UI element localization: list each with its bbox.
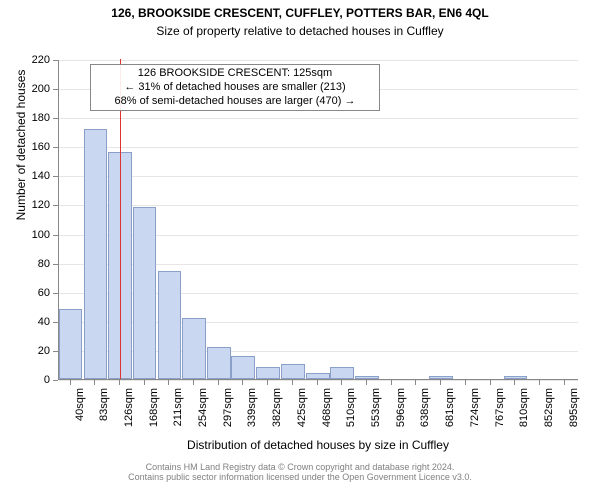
x-tick-mark: [193, 380, 194, 385]
y-tick-label: 0: [0, 374, 50, 386]
x-tick-label: 553sqm: [370, 388, 382, 438]
x-tick-label: 382sqm: [271, 388, 283, 438]
y-tick-mark: [53, 118, 58, 119]
histogram-bar: [281, 364, 305, 379]
histogram-bar: [306, 373, 330, 379]
y-tick-label: 140: [0, 170, 50, 182]
x-tick-label: 211sqm: [172, 388, 184, 438]
x-tick-label: 83sqm: [98, 388, 110, 438]
x-tick-mark: [564, 380, 565, 385]
x-tick-label: 468sqm: [321, 388, 333, 438]
x-tick-label: 297sqm: [222, 388, 234, 438]
x-tick-label: 425sqm: [296, 388, 308, 438]
gridline: [59, 147, 578, 148]
x-tick-label: 339sqm: [246, 388, 258, 438]
x-tick-label: 254sqm: [197, 388, 209, 438]
y-tick-label: 220: [0, 54, 50, 66]
y-tick-label: 180: [0, 112, 50, 124]
x-tick-mark: [391, 380, 392, 385]
y-tick-label: 80: [0, 258, 50, 270]
y-tick-mark: [53, 89, 58, 90]
x-tick-label: 681sqm: [444, 388, 456, 438]
x-tick-mark: [415, 380, 416, 385]
x-tick-label: 510sqm: [345, 388, 357, 438]
x-tick-mark: [366, 380, 367, 385]
histogram-bar: [182, 318, 206, 379]
x-tick-label: 40sqm: [74, 388, 86, 438]
x-tick-label: 126sqm: [123, 388, 135, 438]
x-tick-mark: [70, 380, 71, 385]
x-tick-mark: [539, 380, 540, 385]
y-tick-label: 20: [0, 345, 50, 357]
x-tick-mark: [490, 380, 491, 385]
gridline: [59, 380, 578, 381]
x-tick-mark: [514, 380, 515, 385]
x-tick-mark: [144, 380, 145, 385]
y-tick-mark: [53, 60, 58, 61]
histogram-bar: [355, 376, 379, 379]
y-tick-label: 120: [0, 199, 50, 211]
y-tick-label: 60: [0, 287, 50, 299]
x-tick-label: 596sqm: [395, 388, 407, 438]
y-tick-label: 40: [0, 316, 50, 328]
histogram-bar: [231, 356, 255, 379]
x-tick-mark: [94, 380, 95, 385]
annotation-box: 126 BROOKSIDE CRESCENT: 125sqm ← 31% of …: [90, 64, 380, 111]
y-tick-mark: [53, 351, 58, 352]
histogram-bar: [84, 129, 108, 379]
y-tick-mark: [53, 147, 58, 148]
y-tick-mark: [53, 235, 58, 236]
x-tick-mark: [440, 380, 441, 385]
x-tick-label: 168sqm: [148, 388, 160, 438]
y-tick-mark: [53, 176, 58, 177]
y-tick-mark: [53, 322, 58, 323]
y-tick-mark: [53, 205, 58, 206]
x-tick-label: 895sqm: [568, 388, 580, 438]
x-tick-label: 852sqm: [543, 388, 555, 438]
gridline: [59, 205, 578, 206]
x-tick-label: 767sqm: [494, 388, 506, 438]
gridline: [59, 118, 578, 119]
x-axis-label: Distribution of detached houses by size …: [58, 438, 578, 452]
x-tick-mark: [317, 380, 318, 385]
y-tick-label: 160: [0, 141, 50, 153]
chart-container: { "title": "126, BROOKSIDE CRESCENT, CUF…: [0, 0, 600, 500]
x-tick-mark: [242, 380, 243, 385]
x-tick-mark: [292, 380, 293, 385]
y-tick-label: 100: [0, 229, 50, 241]
x-tick-mark: [267, 380, 268, 385]
footer-text: Contains HM Land Registry data © Crown c…: [0, 462, 600, 482]
histogram-bar: [158, 271, 182, 379]
x-tick-label: 638sqm: [419, 388, 431, 438]
annotation-line-3: 68% of semi-detached houses are larger (…: [97, 95, 373, 109]
chart-subtitle: Size of property relative to detached ho…: [0, 24, 600, 38]
y-tick-label: 200: [0, 83, 50, 95]
y-tick-mark: [53, 293, 58, 294]
histogram-bar: [256, 367, 280, 379]
gridline: [59, 176, 578, 177]
x-tick-mark: [119, 380, 120, 385]
annotation-line-1: 126 BROOKSIDE CRESCENT: 125sqm: [97, 67, 373, 81]
x-tick-label: 810sqm: [518, 388, 530, 438]
histogram-bar: [330, 367, 354, 379]
y-tick-mark: [53, 380, 58, 381]
x-tick-label: 724sqm: [469, 388, 481, 438]
y-tick-mark: [53, 264, 58, 265]
histogram-bar: [504, 376, 528, 379]
x-tick-mark: [341, 380, 342, 385]
x-tick-mark: [465, 380, 466, 385]
annotation-line-2: ← 31% of detached houses are smaller (21…: [97, 81, 373, 95]
x-tick-mark: [168, 380, 169, 385]
histogram-bar: [207, 347, 231, 379]
histogram-bar: [59, 309, 83, 379]
histogram-bar: [133, 207, 157, 379]
gridline: [59, 60, 578, 61]
histogram-bar: [429, 376, 453, 379]
x-tick-mark: [218, 380, 219, 385]
chart-title: 126, BROOKSIDE CRESCENT, CUFFLEY, POTTER…: [0, 6, 600, 20]
